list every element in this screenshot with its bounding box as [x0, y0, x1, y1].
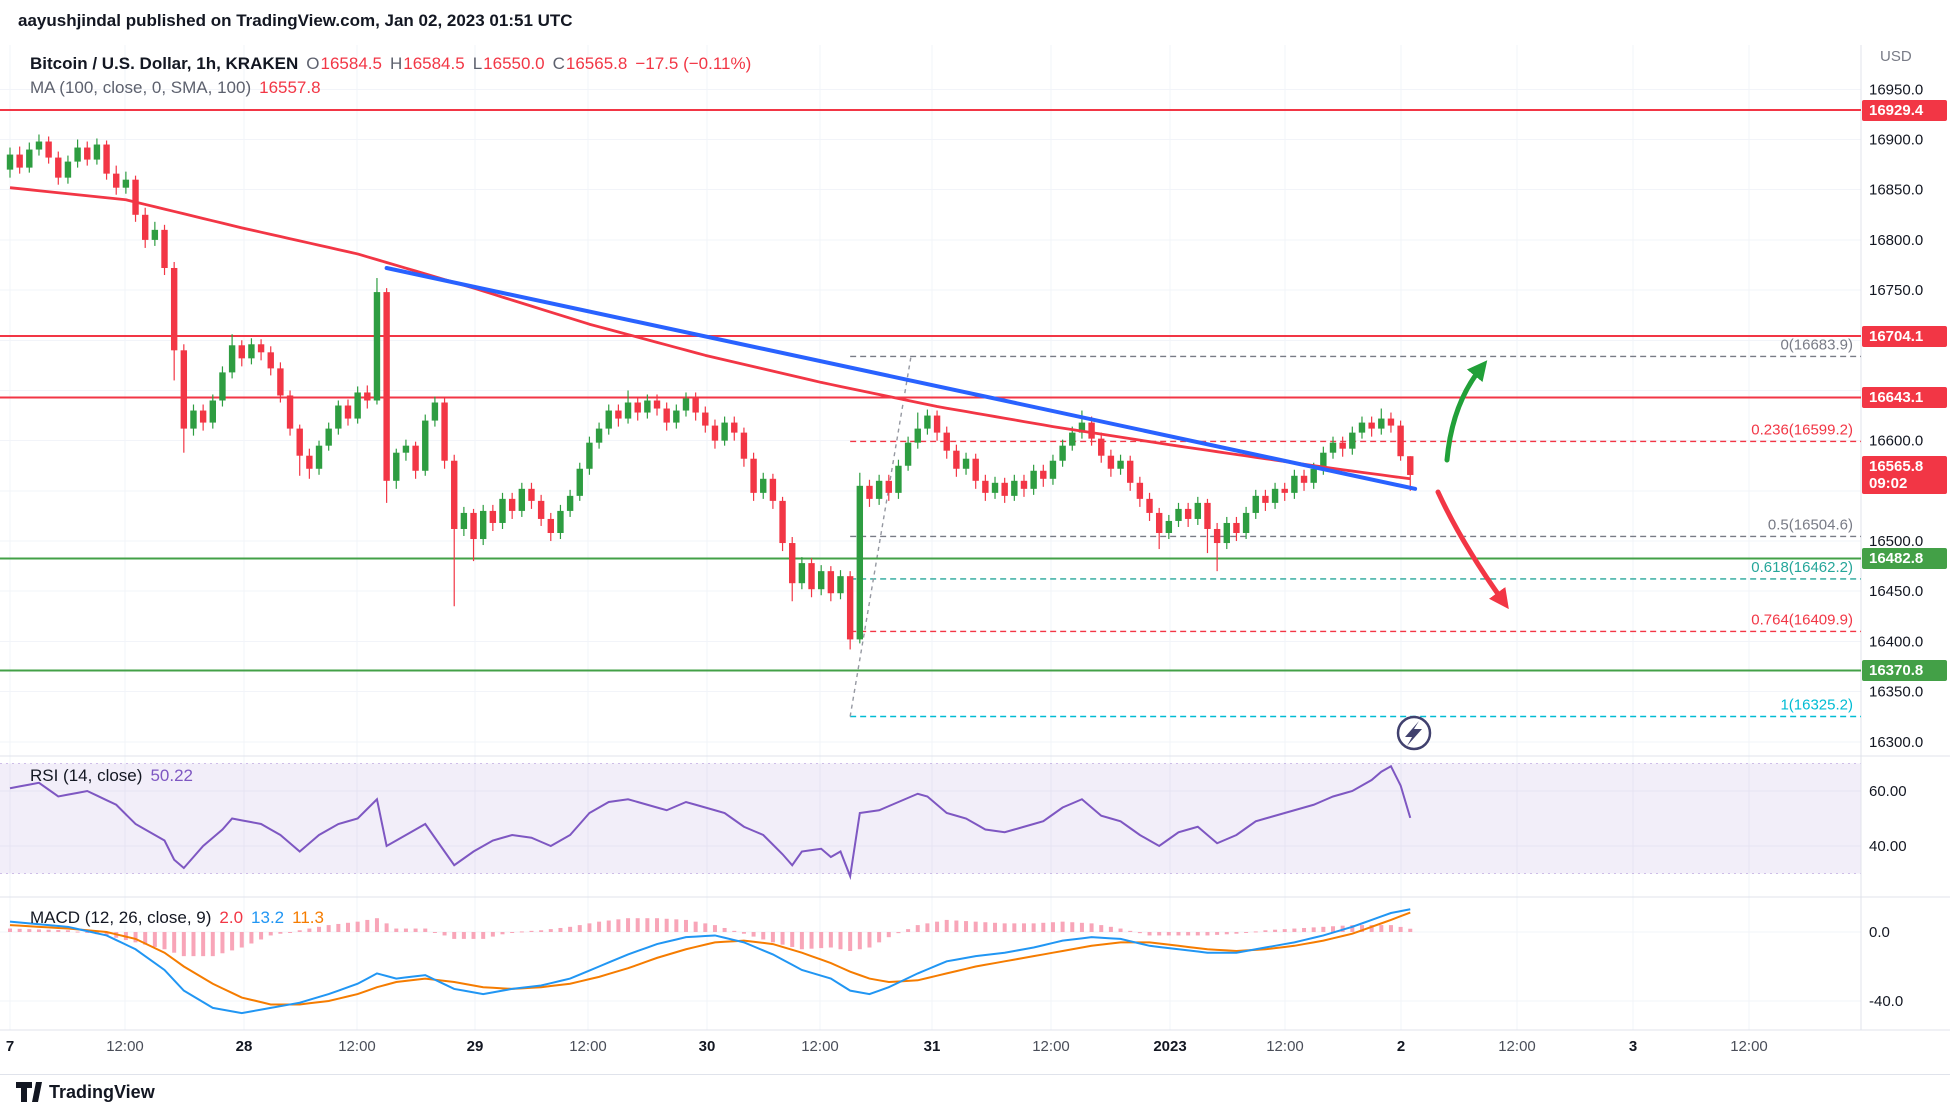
time-tick-label: 12:00: [1032, 1038, 1070, 1055]
fib-connector: [849, 356, 912, 717]
time-tick-label: 12:00: [106, 1038, 144, 1055]
time-tick-label: 12:00: [801, 1038, 839, 1055]
rsi-tick-label: 60.00: [1869, 783, 1907, 800]
fib-label: 0.5(16504.6): [1768, 516, 1853, 533]
time-tick-label: 7: [6, 1038, 14, 1055]
ma-legend: MA (100, close, 0, SMA, 100) 16557.8: [30, 78, 321, 98]
panel-separators: [0, 45, 1950, 1031]
price-tick-label: 16950.0: [1869, 81, 1923, 98]
footer-bar: TradingView: [0, 1074, 1950, 1109]
macd-line: [9, 908, 1411, 1015]
candles-layer: [6, 134, 1414, 650]
macd-signal-value: 11.3: [292, 908, 324, 927]
time-tick-label: 12:00: [569, 1038, 607, 1055]
high-value: H 16584.5: [389, 54, 465, 73]
time-tick-label: 28: [236, 1038, 253, 1055]
rsi-band: [0, 763, 1861, 874]
trendline: [384, 265, 1418, 491]
rsi-value: 50.22: [150, 766, 193, 785]
publish-info-text: aayushjindal published on TradingView.co…: [18, 11, 573, 30]
ohlc-legend: Bitcoin / U.S. Dollar, 1h, KRAKEN O 16584…: [30, 54, 751, 74]
time-tick-label: 12:00: [1498, 1038, 1536, 1055]
time-tick-label: 30: [699, 1038, 716, 1055]
time-tick-label: 2: [1397, 1038, 1405, 1055]
grid: [0, 45, 1861, 1030]
price-tick-label: 16350.0: [1869, 684, 1923, 701]
low-value: L 16550.0: [472, 54, 545, 73]
close-value: C 16565.8: [552, 54, 628, 73]
price-axis[interactable]: USD 16950.0 16900.0 16850.0 16800.0 16750.0 16…: [1869, 48, 1923, 1010]
macd-signal-line: [9, 911, 1411, 1006]
time-tick-label: 2023: [1153, 1038, 1186, 1055]
ma-name[interactable]: MA (100, close, 0, SMA, 100): [30, 78, 252, 97]
macd-line-value: 13.2: [251, 908, 285, 927]
price-tick-label: 16600.0: [1869, 433, 1923, 450]
price-tick-label: 16900.0: [1869, 132, 1923, 149]
flash-marker-button[interactable]: [1396, 715, 1432, 751]
tradingview-logo-text: TradingView: [49, 1081, 155, 1102]
fib-label: 0.764(16409.9): [1751, 611, 1853, 628]
rsi-line: [9, 764, 1412, 881]
time-tick-label: 12:00: [1730, 1038, 1768, 1055]
change-value: −17.5 (−0.11%): [635, 54, 752, 73]
lightning-icon: [1405, 721, 1422, 746]
price-tick-label: 16800.0: [1869, 232, 1923, 249]
macd-tick-label: 0.0: [1869, 924, 1890, 941]
time-axis[interactable]: 7 12:00 28 12:00 29 12:00 30 12:00 31 12:00 2023 12…: [6, 1038, 1768, 1055]
rsi-legend: RSI (14, close) 50.22: [30, 766, 193, 786]
fib-label: 1(16325.2): [1780, 696, 1853, 713]
ma-value: 16557.8: [259, 78, 321, 97]
macd-hist-value: 2.0: [219, 908, 244, 927]
fib-label: 0.236(16599.2): [1751, 421, 1853, 438]
tradingview-logo-icon: [16, 1082, 42, 1102]
down-arrow-drawing: [1435, 489, 1509, 610]
tradingview-logo[interactable]: TradingView: [16, 1081, 155, 1103]
time-tick-label: 31: [924, 1038, 941, 1055]
axis-currency-label: USD: [1880, 48, 1912, 65]
ma-100-line: [9, 186, 1411, 481]
macd-name[interactable]: MACD (12, 26, close, 9): [30, 908, 212, 927]
time-tick-label: 12:00: [338, 1038, 376, 1055]
price-tick-label: 16850.0: [1869, 182, 1923, 199]
rsi-name[interactable]: RSI (14, close): [30, 766, 143, 785]
time-tick-label: 3: [1629, 1038, 1637, 1055]
price-tick-label: 16750.0: [1869, 282, 1923, 299]
price-tick-label: 16400.0: [1869, 633, 1923, 650]
fib-label: 0(16683.9): [1780, 336, 1853, 353]
publish-header: aayushjindal published on TradingView.co…: [18, 11, 573, 31]
open-value: O 16584.5: [306, 54, 382, 73]
price-tick-label: 16500.0: [1869, 533, 1923, 550]
rsi-tick-label: 40.00: [1869, 838, 1907, 855]
time-tick-label: 12:00: [1266, 1038, 1304, 1055]
time-tick-label: 29: [467, 1038, 484, 1055]
macd-histogram: [8, 918, 1413, 957]
macd-tick-label: -40.0: [1869, 993, 1903, 1010]
price-tick-label: 16450.0: [1869, 583, 1923, 600]
up-arrow-drawing: [1444, 360, 1488, 463]
fib-retracement: 0(16683.9) 0.236(16599.2) 0.5(16504.6) 0.61…: [849, 336, 1861, 718]
symbol-title[interactable]: Bitcoin / U.S. Dollar, 1h, KRAKEN: [30, 54, 299, 73]
macd-legend: MACD (12, 26, close, 9) 2.0 13.2 11.3: [30, 908, 324, 928]
price-tick-label: 16300.0: [1869, 734, 1923, 751]
fib-label: 0.618(16462.2): [1751, 559, 1853, 576]
horizontal-levels: [0, 109, 1861, 672]
